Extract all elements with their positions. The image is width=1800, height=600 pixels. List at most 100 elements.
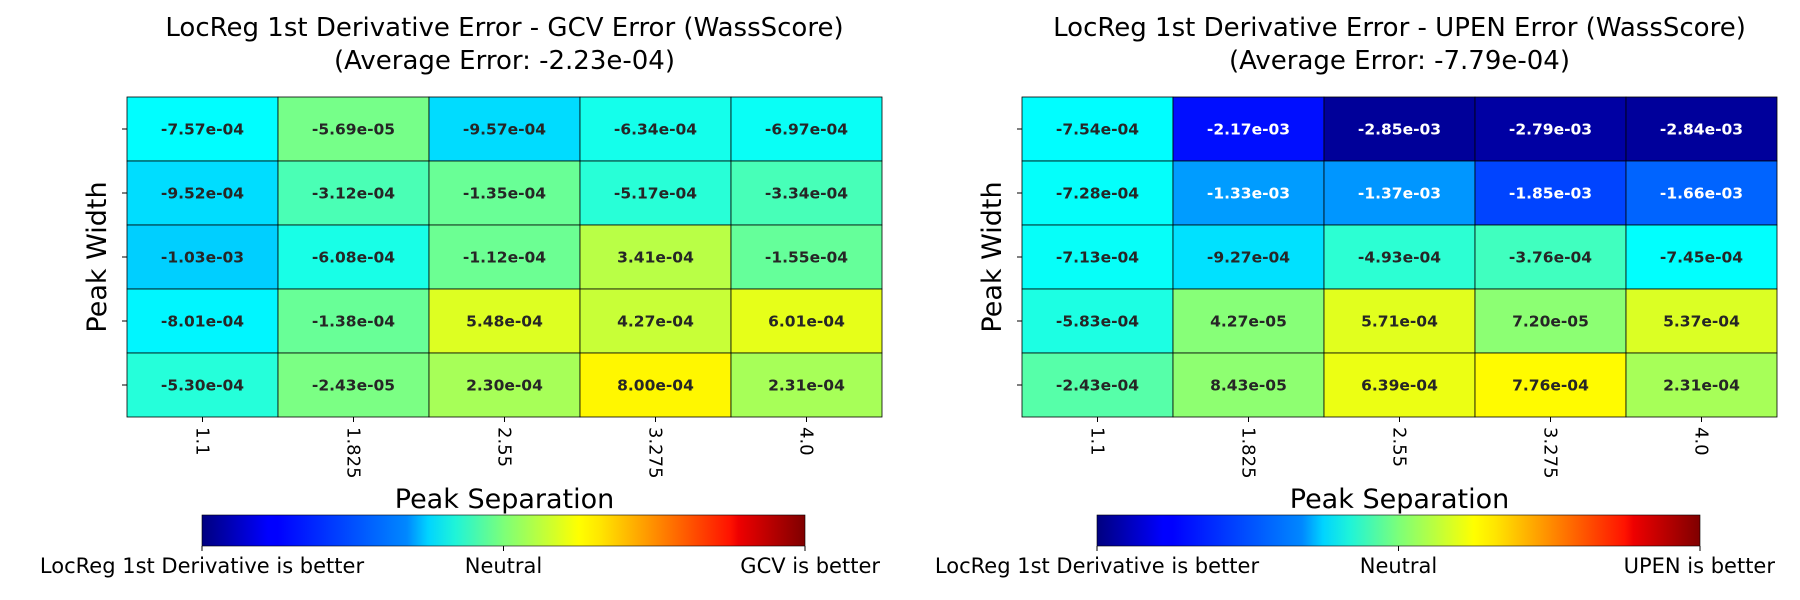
heatmap-cell <box>428 96 581 162</box>
heatmap-panel-2: LocReg 1st Derivative Error - UPEN Error… <box>935 13 1778 578</box>
chart-title: LocReg 1st Derivative Error - UPEN Error… <box>1053 13 1746 43</box>
cell-value-label: 5.71e-04 <box>1361 313 1438 331</box>
cell-value-label: -2.85e-03 <box>1358 121 1441 139</box>
cell-value-label: -2.43e-04 <box>1056 377 1139 395</box>
heatmap-cell <box>579 224 732 290</box>
cell-value-label: -3.76e-04 <box>1509 249 1592 267</box>
heatmap-cell <box>1474 160 1627 226</box>
heatmap-cell <box>1021 224 1174 290</box>
x-tick-label: 3.275 <box>645 427 666 479</box>
heatmap-cell <box>428 160 581 226</box>
colorbar <box>201 514 806 547</box>
cell-value-label: -3.34e-04 <box>765 185 848 203</box>
cell-value-label: -2.17e-03 <box>1207 121 1290 139</box>
x-tick-label: 1.1 <box>192 427 213 456</box>
cell-value-label: 5.37e-04 <box>1663 313 1740 331</box>
heatmap-cell <box>1323 96 1476 162</box>
cell-value-label: -5.30e-04 <box>161 377 244 395</box>
cell-value-label: -7.45e-04 <box>1660 249 1743 267</box>
x-axis-label: Peak Separation <box>395 484 615 515</box>
y-axis-label: Peak Width <box>82 181 113 332</box>
colorbar-label: Neutral <box>465 554 543 578</box>
heatmap-cell <box>1323 288 1476 354</box>
colorbar <box>1096 514 1701 547</box>
heatmap-panel-1: LocReg 1st Derivative Error - GCV Error … <box>40 13 883 578</box>
cell-value-label: -9.52e-04 <box>161 185 244 203</box>
cell-value-label: -2.84e-03 <box>1660 121 1743 139</box>
cell-value-label: -3.12e-04 <box>312 185 395 203</box>
heatmap-cell <box>1172 224 1325 290</box>
cell-value-label: -1.38e-04 <box>312 313 395 331</box>
cell-value-label: -6.34e-04 <box>614 121 697 139</box>
colorbar-label: UPEN is better <box>1624 554 1776 578</box>
cell-value-label: -5.83e-04 <box>1056 313 1139 331</box>
heatmap-cell <box>579 96 732 162</box>
cell-value-label: -1.85e-03 <box>1509 185 1592 203</box>
cell-value-label: 8.43e-05 <box>1210 377 1287 395</box>
cell-value-label: -7.13e-04 <box>1056 249 1139 267</box>
x-tick-label: 1.1 <box>1087 427 1108 456</box>
heatmap-cell <box>126 352 279 418</box>
heatmap-cell <box>126 160 279 226</box>
heatmap-cell <box>1172 352 1325 418</box>
y-axis-label: Peak Width <box>977 181 1008 332</box>
cell-value-label: 3.41e-04 <box>617 249 694 267</box>
x-tick-label: 3.275 <box>1540 427 1561 479</box>
heatmap-cell <box>428 224 581 290</box>
cell-value-label: -1.66e-03 <box>1660 185 1743 203</box>
heatmap-cell <box>1323 352 1476 418</box>
heatmap-cell <box>730 352 883 418</box>
cell-value-label: 6.39e-04 <box>1361 377 1438 395</box>
heatmap-cell <box>1021 96 1174 162</box>
cell-value-label: -7.57e-04 <box>161 121 244 139</box>
x-tick-label: 2.55 <box>1389 427 1410 467</box>
chart-subtitle: (Average Error: -7.79e-04) <box>1229 46 1570 76</box>
cell-value-label: -8.01e-04 <box>161 313 244 331</box>
heatmap-cell <box>730 160 883 226</box>
cell-value-label: -2.43e-05 <box>312 377 395 395</box>
cell-value-label: -1.37e-03 <box>1358 185 1441 203</box>
cell-value-label: -1.03e-03 <box>161 249 244 267</box>
cell-value-label: -1.35e-04 <box>463 185 546 203</box>
cell-value-label: -4.93e-04 <box>1358 249 1441 267</box>
colorbar-label: LocReg 1st Derivative is better <box>935 554 1260 578</box>
heatmap-cell <box>1323 160 1476 226</box>
cell-value-label: 7.20e-05 <box>1512 313 1589 331</box>
x-tick-label: 1.825 <box>343 427 364 479</box>
cell-value-label: -2.79e-03 <box>1509 121 1592 139</box>
heatmap-cell <box>277 96 430 162</box>
colorbar-label: GCV is better <box>740 554 880 578</box>
heatmap-cell <box>277 352 430 418</box>
x-tick-label: 2.55 <box>494 427 515 467</box>
heatmap-cell <box>1021 352 1174 418</box>
heatmap-cell <box>1625 224 1778 290</box>
colorbar-label: Neutral <box>1360 554 1438 578</box>
x-tick-label: 4.0 <box>1691 427 1712 456</box>
heatmap-cell <box>1172 288 1325 354</box>
cell-value-label: 7.76e-04 <box>1512 377 1589 395</box>
x-axis-label: Peak Separation <box>1290 484 1510 515</box>
heatmap-cell <box>730 96 883 162</box>
cell-value-label: 6.01e-04 <box>768 313 845 331</box>
cell-value-label: 2.31e-04 <box>768 377 845 395</box>
heatmap-cell <box>428 288 581 354</box>
cell-value-label: 5.48e-04 <box>466 313 543 331</box>
heatmap-cell <box>1625 288 1778 354</box>
colorbar-label: LocReg 1st Derivative is better <box>40 554 365 578</box>
x-tick-label: 4.0 <box>796 427 817 456</box>
heatmap-cell <box>1474 288 1627 354</box>
heatmap-cell <box>1625 160 1778 226</box>
heatmap-cell <box>1625 352 1778 418</box>
cell-value-label: -6.08e-04 <box>312 249 395 267</box>
cell-value-label: 4.27e-05 <box>1210 313 1287 331</box>
cell-value-label: -1.12e-04 <box>463 249 546 267</box>
heatmap-cell <box>1625 96 1778 162</box>
heatmap-cell <box>579 288 732 354</box>
heatmap-cell <box>1172 160 1325 226</box>
cell-value-label: -7.54e-04 <box>1056 121 1139 139</box>
cell-value-label: -6.97e-04 <box>765 121 848 139</box>
heatmap-cell <box>730 288 883 354</box>
heatmap-cell <box>277 224 430 290</box>
heatmap-cell <box>126 96 279 162</box>
